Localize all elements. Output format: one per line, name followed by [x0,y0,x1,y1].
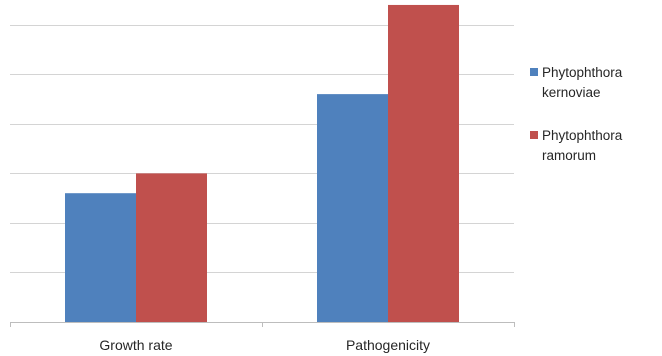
bar-phytophthora-ramorum-pathogenicity [388,4,459,322]
legend: Phytophthora kernoviae Phytophthora ramorum [530,65,623,163]
bar-phytophthora-ramorum-growth-rate [136,173,207,322]
x-tick-label-pathogenicity: Pathogenicity [346,337,430,353]
x-tick-label-growth-rate: Growth rate [99,337,172,353]
legend-swatch-phytophthora-ramorum [530,131,538,139]
bar-phytophthora-kernoviae-pathogenicity [317,94,388,322]
x-axis-tick-labels: Growth rate Pathogenicity [99,337,430,353]
bar-phytophthora-kernoviae-growth-rate [65,193,136,322]
x-axis-ticks [10,322,515,327]
bar-group [65,4,459,322]
legend-label-phytophthora-kernoviae: Phytophthora kernoviae [542,65,623,100]
legend-label-phytophthora-ramorum: Phytophthora ramorum [542,128,623,163]
legend-swatch-phytophthora-kernoviae [530,68,538,76]
